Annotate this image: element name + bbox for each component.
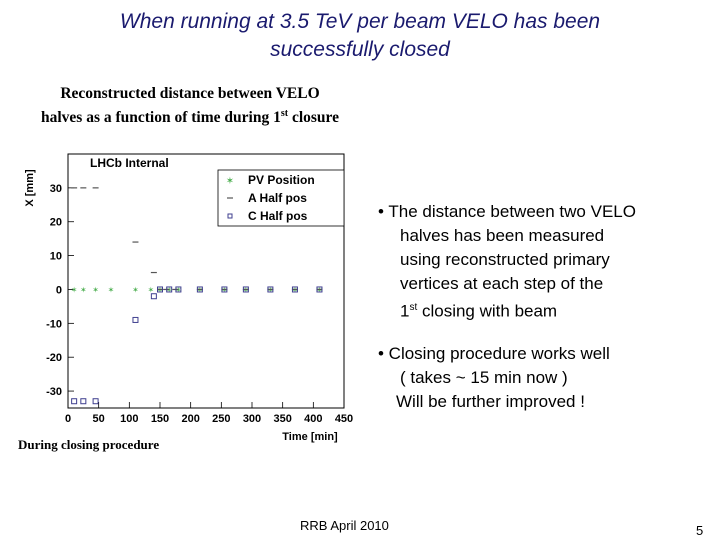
caption-superscript: st (280, 108, 289, 119)
point-c-half-pos-2 (92, 398, 99, 405)
point-c-half-pos-4 (150, 293, 157, 300)
x-tick-label-9: 450 (335, 413, 353, 425)
slide-title-line-1: When running at 3.5 TeV per beam VELO ha… (119, 10, 601, 33)
legend-label-c-half: C Half pos (248, 209, 308, 223)
bullet1-line-4: vertices at each step of the (400, 274, 604, 293)
y-tick-label-1: -20 (46, 352, 62, 364)
chart-caption-line-1: Reconstructed distance between VELO (60, 85, 320, 102)
chart-caption-line-2: halves as a function of time during 1st … (10, 104, 370, 128)
point-c-half-pos-3 (132, 316, 139, 323)
x-tick-label-7: 350 (273, 413, 291, 425)
velo-distance-chart: LHCb Internal X [mm] Time [min] 0 50 100 15… (24, 153, 353, 443)
legend-marker-pv: ✶ (226, 176, 234, 187)
bullet1-line-5-pre: 1 (400, 301, 410, 321)
point-pv-position-8: ✶ (175, 285, 182, 294)
bullet2-line-3: Will be further improved ! (396, 391, 585, 411)
point-pv-position-3: ✶ (108, 285, 115, 294)
x-tick-label-1: 50 (93, 413, 105, 425)
data-points-group: ✶✶✶✶✶✶✶✶✶✶✶✶✶✶✶ (71, 187, 323, 405)
legend-marker-c-half (227, 213, 233, 219)
axes-group: 0 50 100 150 200 250 300 350 400 450 -30 -20 -10 0 10 2… (46, 183, 353, 425)
x-tick-label-0: 0 (65, 413, 71, 425)
point-c-half-pos-7 (175, 286, 182, 293)
bullet1-line-5-post: closing with beam (417, 301, 558, 321)
y-tick-label-2: -10 (46, 318, 62, 330)
x-tick-label-2: 100 (120, 413, 138, 425)
during-closing-label: During closing procedure (18, 437, 160, 452)
point-pv-position-2: ✶ (92, 285, 99, 294)
legend: ✶ PV Position A Half pos C Half pos (217, 169, 345, 227)
point-c-half-pos-11 (267, 286, 274, 293)
y-tick-label-4: 10 (50, 251, 62, 263)
x-tick-label-6: 300 (243, 413, 261, 425)
bullet1-line-2: halves has been measured (400, 226, 605, 245)
y-tick-label-5: 20 (50, 217, 62, 229)
bullet-procedure: • Closing procedure works well ( takes ~… (378, 342, 708, 414)
legend-label-pv: PV Position (248, 173, 315, 187)
point-c-half-pos-6 (166, 286, 173, 293)
point-pv-position-1: ✶ (80, 285, 87, 294)
point-c-half-pos-9 (221, 286, 228, 293)
point-pv-position-0: ✶ (71, 285, 78, 294)
bullet1-line-5: 1st closing with beam (378, 296, 708, 324)
x-tick-label-5: 250 (212, 413, 230, 425)
bullet1-superscript: st (409, 302, 418, 313)
legend-label-a-half: A Half pos (248, 191, 307, 205)
bullet1-line-3: using reconstructed primary (400, 250, 610, 269)
bullet2-line-1: • Closing procedure works well (378, 343, 610, 363)
chart-caption: Reconstructed distance between VELO halv… (10, 84, 370, 128)
plot-frame (67, 153, 345, 409)
point-c-half-pos-13 (316, 286, 323, 293)
bullet1-line-1: • The distance between two VELO (378, 202, 636, 221)
legend-box (217, 169, 345, 227)
page-number: 5 (696, 523, 704, 538)
bullet-list: • The distance between two VELO halves h… (378, 200, 708, 432)
x-tick-label-4: 200 (181, 413, 199, 425)
chart-title: LHCb Internal (90, 156, 169, 170)
point-c-half-pos-8 (196, 286, 203, 293)
bullet2-line-2: ( takes ~ 15 min now ) (400, 367, 568, 387)
point-c-half-pos-0 (71, 398, 78, 405)
slide-title-line-2: successfully closed (270, 38, 450, 61)
point-pv-position-7: ✶ (166, 285, 173, 294)
bullet-measurement: • The distance between two VELO halves h… (378, 200, 708, 324)
slide-title: When running at 3.5 TeV per beam VELO ha… (60, 8, 660, 64)
x-tick-label-3: 150 (151, 413, 169, 425)
point-pv-position-4: ✶ (132, 285, 139, 294)
point-c-half-pos-1 (80, 398, 87, 405)
y-tick-label-0: -30 (46, 386, 62, 398)
point-c-half-pos-12 (291, 286, 298, 293)
point-c-half-pos-5 (157, 286, 163, 293)
point-c-half-pos-10 (242, 286, 249, 293)
footer-text: RRB April 2010 (300, 518, 389, 533)
x-tick-label-8: 400 (304, 413, 322, 425)
caption-text-post: closure (288, 109, 340, 127)
y-tick-label-6: 30 (50, 183, 62, 195)
y-axis-label: X [mm] (24, 169, 36, 207)
point-pv-position-5: ✶ (147, 285, 154, 294)
y-tick-label-3: 0 (56, 284, 62, 296)
caption-text-pre: halves as a function of time during 1 (40, 109, 281, 127)
x-axis-label: Time [min] (282, 431, 338, 443)
